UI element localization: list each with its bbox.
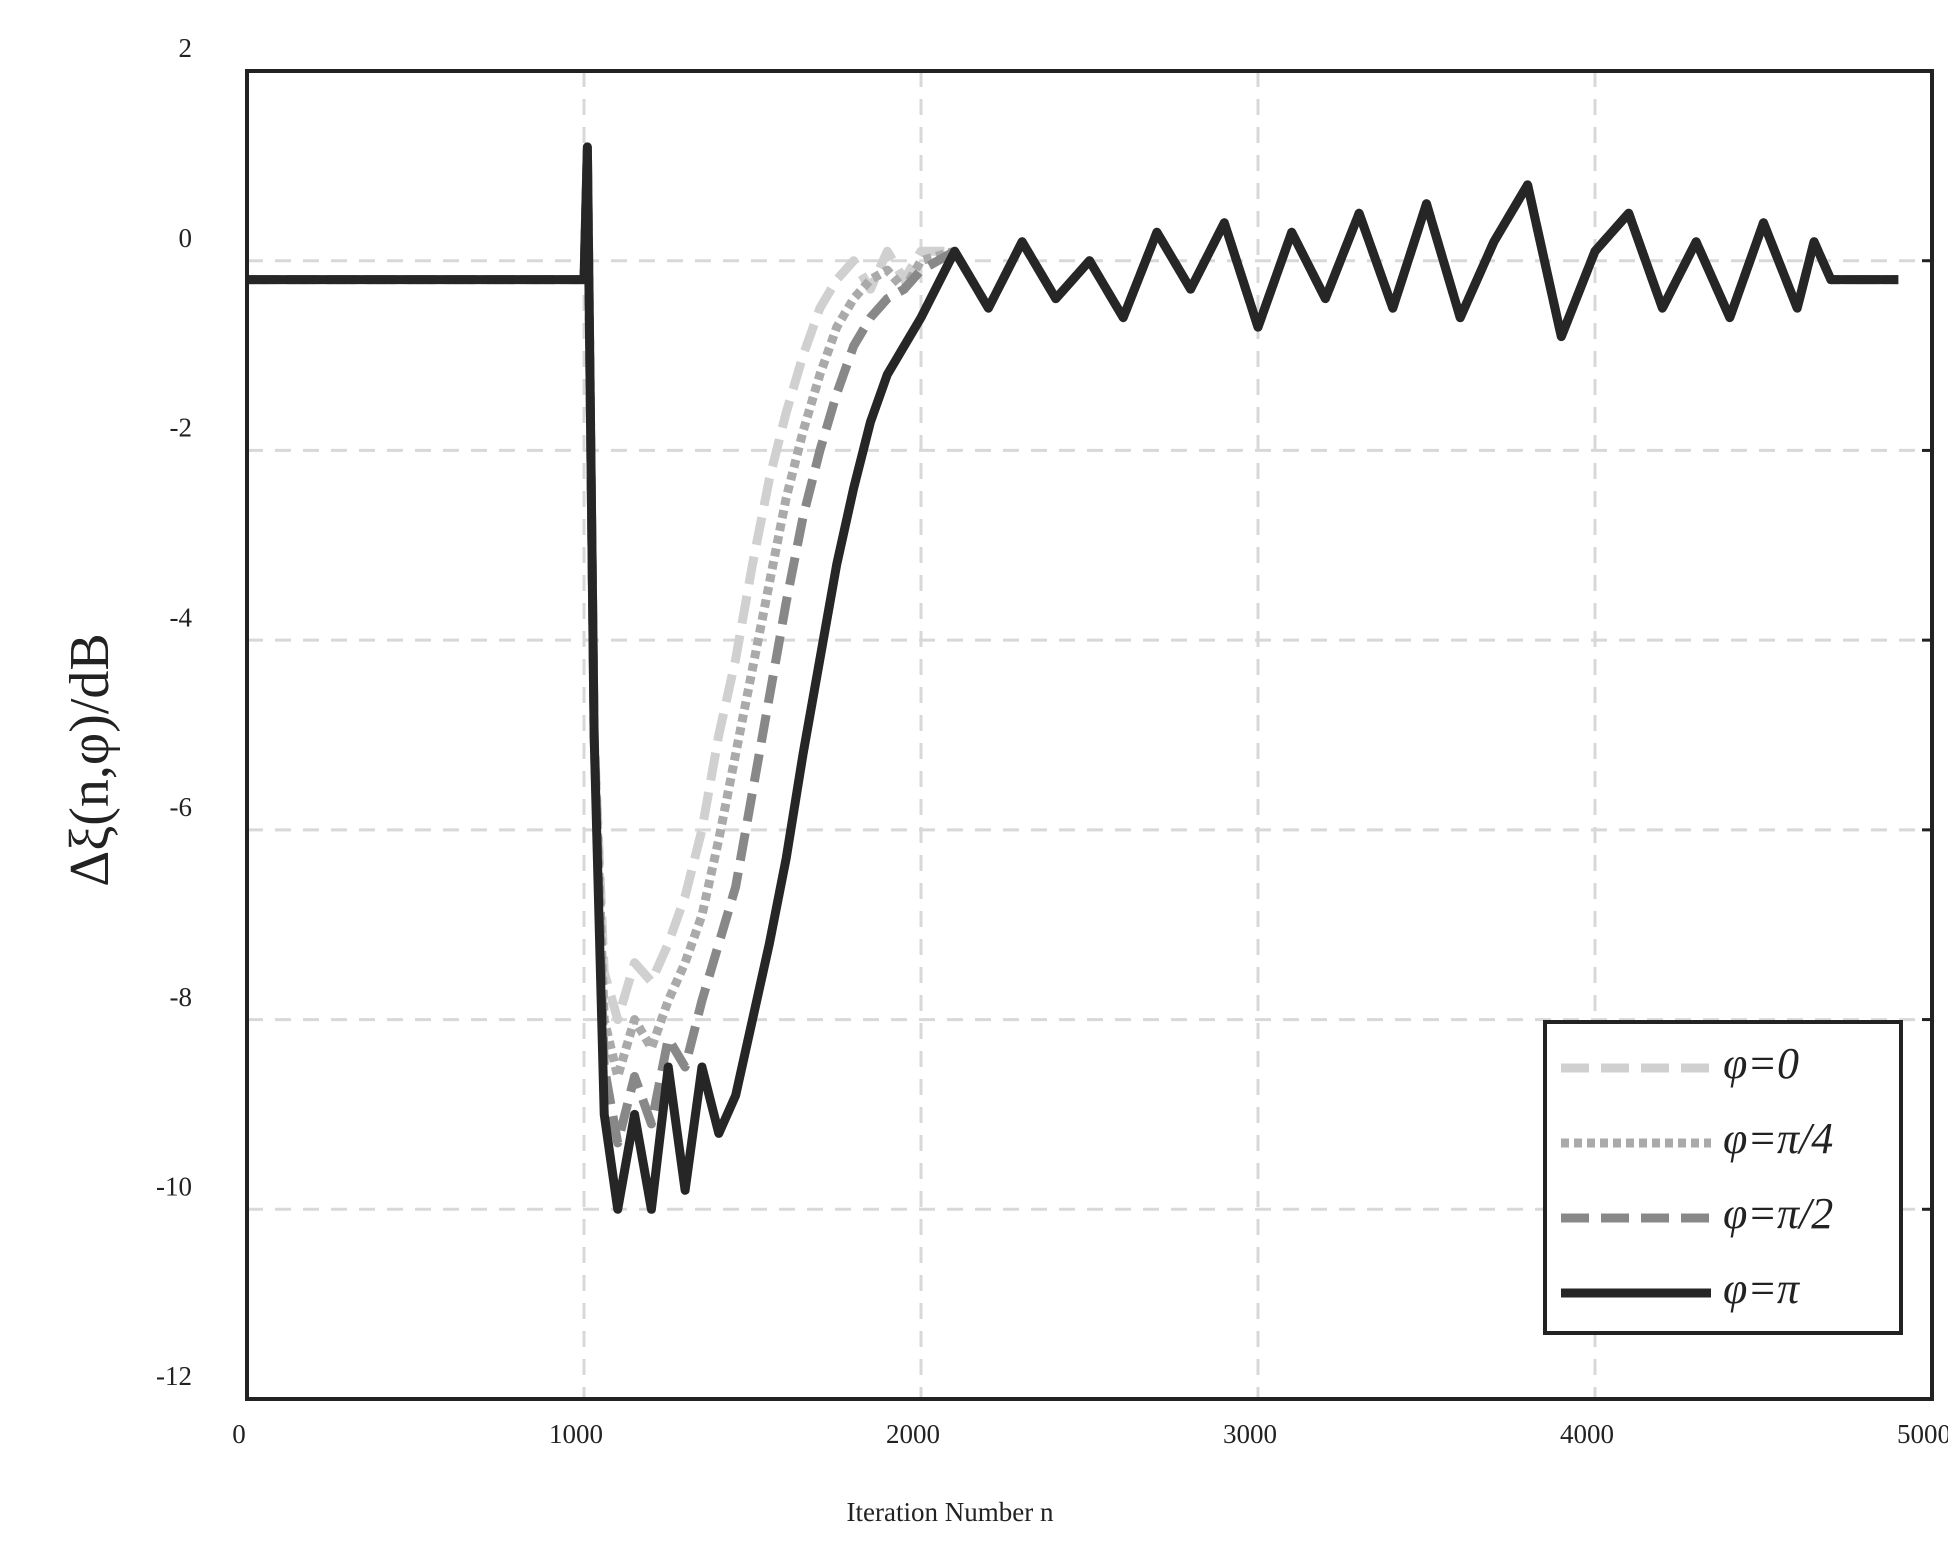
x-tick-label: 4000	[1560, 1419, 1614, 1449]
x-tick-label: 3000	[1223, 1419, 1277, 1449]
y-tick-label: -2	[170, 413, 193, 443]
y-tick-label: -12	[156, 1361, 192, 1391]
legend-label: φ=π/4	[1723, 1114, 1833, 1163]
y-tick-label: -8	[170, 982, 193, 1012]
x-axis-label: Iteration Number n	[847, 1497, 1054, 1527]
x-tick-label: 2000	[886, 1419, 940, 1449]
x-tick-label: 0	[232, 1419, 246, 1449]
plot-frame	[245, 69, 1934, 1401]
x-tick-label: 1000	[549, 1419, 603, 1449]
y-tick-label: 0	[179, 223, 193, 253]
y-tick-label: -4	[170, 602, 193, 632]
legend-label: φ=π/2	[1723, 1189, 1833, 1238]
series-line	[247, 142, 1899, 1148]
x-tick-label: 5000	[1897, 1419, 1948, 1449]
y-tick-label: 2	[179, 33, 193, 63]
series-line	[247, 142, 1899, 1214]
y-tick-label: -10	[156, 1171, 192, 1201]
y-tick-label: -6	[170, 792, 193, 822]
y-axis-label: Δξ(n,φ)/dB	[59, 633, 121, 887]
legend-box	[1543, 1020, 1903, 1335]
legend-label: φ=π	[1723, 1264, 1801, 1313]
legend-label: φ=0	[1723, 1039, 1799, 1088]
